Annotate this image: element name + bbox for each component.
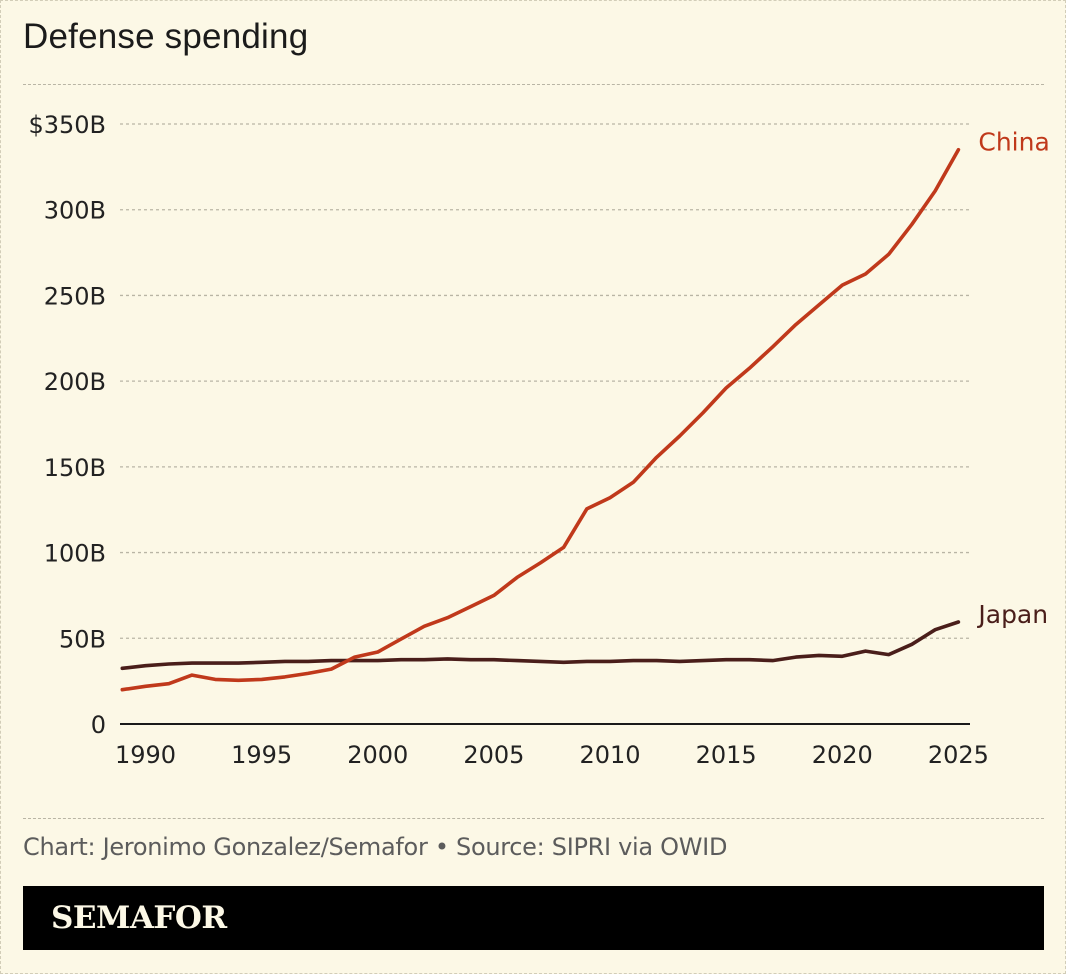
y-tick-label: 250B — [44, 282, 106, 310]
x-tick-label: 2000 — [347, 741, 408, 769]
y-tick-label: 50B — [59, 625, 106, 653]
logo-bar: SEMAFOR — [23, 886, 1044, 950]
y-tick-label: 150B — [44, 454, 106, 482]
y-tick-label: $350B — [28, 111, 106, 139]
x-tick-label: 1990 — [115, 741, 176, 769]
x-tick-label: 2015 — [696, 741, 757, 769]
x-tick-label: 2005 — [463, 741, 524, 769]
y-axis: 0 50B 100B 150B 200B 250B 300B $350B — [28, 111, 106, 739]
source-credit: Chart: Jeronimo Gonzalez/Semafor • Sourc… — [23, 833, 728, 861]
bottom-divider — [23, 818, 1044, 819]
gridlines — [120, 123, 970, 725]
x-tick-label: 1995 — [231, 741, 292, 769]
y-tick-label: 100B — [44, 540, 106, 568]
x-tick-label: 2025 — [928, 741, 989, 769]
series-lines — [120, 147, 961, 692]
y-tick-label: 300B — [44, 197, 106, 225]
series-label-japan: Japan — [976, 600, 1048, 629]
x-tick-label: 2020 — [812, 741, 873, 769]
top-divider — [23, 84, 1044, 85]
x-tick-label: 2010 — [579, 741, 640, 769]
series-line-japan — [120, 620, 961, 671]
chart-title: Defense spending — [23, 17, 309, 56]
line-chart: 0 50B 100B 150B 200B 250B 300B $350B 1990 1995 20… — [28, 111, 1049, 769]
x-axis: 1990 1995 2000 2005 2010 2015 2020 2025 — [115, 741, 989, 769]
series-label-china: China — [978, 128, 1049, 157]
semafor-logo: SEMAFOR — [51, 900, 227, 936]
series-line-china — [120, 147, 961, 692]
series-labels: China Japan — [976, 128, 1049, 629]
y-tick-label: 200B — [44, 368, 106, 396]
y-tick-label: 0 — [91, 711, 106, 739]
